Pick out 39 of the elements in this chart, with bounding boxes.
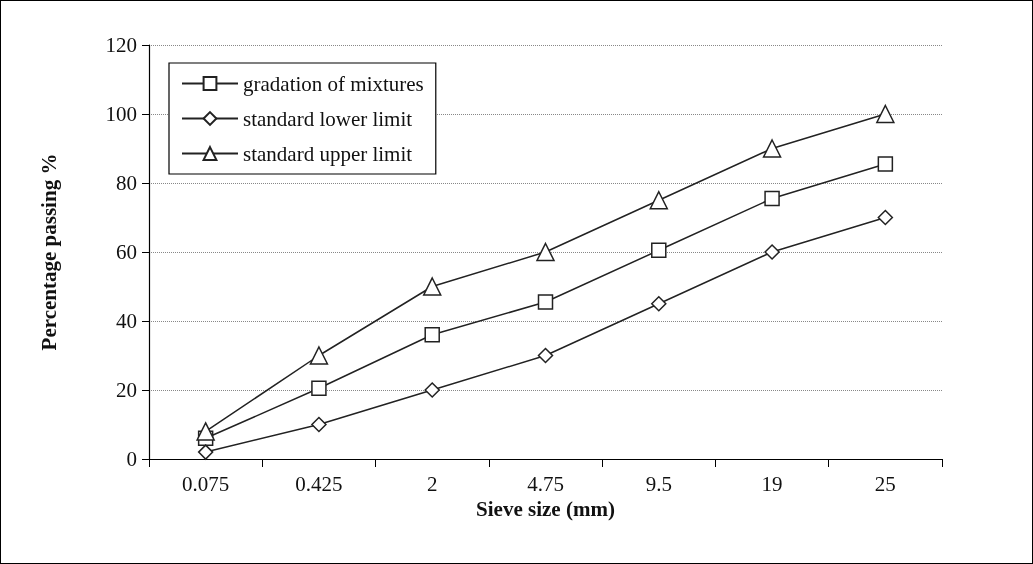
y-axis-title: Percentage passing % (36, 153, 61, 351)
y-tick-label: 60 (116, 240, 137, 264)
x-tick-label: 4.75 (527, 471, 564, 496)
point (422, 277, 442, 296)
point (424, 327, 440, 343)
legend-label: standard lower limit (243, 106, 413, 131)
point (536, 242, 555, 262)
x-tick-label: 9.5 (645, 471, 672, 496)
y-tick-label: 0 (126, 447, 137, 471)
x-tick-label: 0.075 (182, 471, 230, 496)
legend-label: gradation of mixtures (243, 71, 424, 96)
y-tick-label: 20 (116, 378, 137, 402)
x-tick-label: 0.425 (295, 471, 343, 496)
point (876, 104, 895, 124)
point (877, 156, 894, 172)
point (649, 191, 669, 210)
point (197, 444, 214, 460)
y-tick-label: 80 (116, 171, 137, 195)
point (651, 296, 667, 312)
point (537, 347, 554, 364)
point (196, 422, 215, 441)
point (424, 382, 440, 398)
point (311, 416, 327, 433)
point (762, 139, 782, 158)
y-tick-label: 120 (105, 33, 137, 57)
x-tick-label: 2 (426, 471, 438, 496)
x-tick-label: 25 (874, 471, 896, 496)
point (764, 190, 780, 207)
point (311, 380, 327, 397)
point (764, 244, 780, 260)
point (309, 346, 329, 365)
y-tick-label: 40 (116, 309, 137, 333)
x-tick-label: 19 (761, 471, 783, 496)
y-tick-label: 100 (105, 102, 137, 126)
point (537, 294, 554, 310)
x-axis-title: Sieve size (mm) (476, 497, 615, 522)
point (877, 209, 894, 226)
legend-label: standard upper limit (243, 141, 413, 166)
point (651, 242, 667, 259)
